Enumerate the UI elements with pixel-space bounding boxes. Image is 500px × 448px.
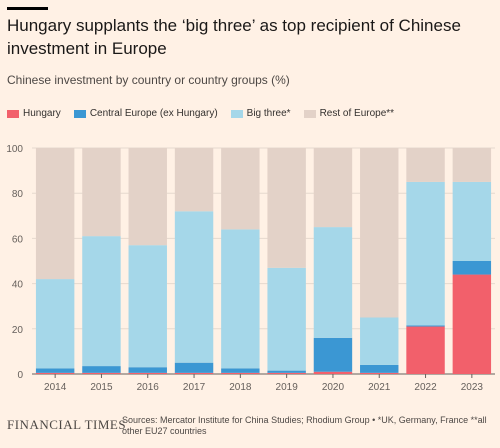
x-tick-label: 2015 [90,382,113,392]
x-tick-label: 2014 [44,382,67,392]
legend-item: Central Europe (ex Hungary) [73,108,218,119]
bar-segment [452,261,492,275]
y-tick-label: 0 [17,370,23,381]
bar-segment [406,325,445,327]
bar-segment [35,148,75,280]
y-tick-label: 40 [12,280,24,291]
brand-bar [7,7,48,10]
bar-segment [452,274,492,374]
x-tick-label: 2022 [414,382,437,392]
bar-segment [128,372,167,374]
y-tick-label: 20 [12,325,24,336]
legend-label: Central Europe (ex Hungary) [89,108,218,119]
bar-segment [82,366,121,373]
bar-segment [35,279,75,369]
legend-label: Hungary [23,108,61,119]
y-tick-label: 60 [12,234,24,245]
bar-segment [360,372,399,374]
bar-segment [452,181,492,261]
legend-item: Big three* [230,108,291,119]
ft-logo: FINANCIAL TIMES [7,417,127,432]
y-tick-label: 100 [6,144,23,155]
bar-segment [267,372,306,374]
bar-segment [128,367,167,373]
bar-segment [452,148,492,182]
legend-swatch [73,109,86,118]
stacked-bar-chart: 0 20 40 60 80 100 2014 2015 2016 2017 2018 2019 2020… [6,144,495,392]
bar-segment [174,372,214,374]
legend-item: Hungary [7,108,61,119]
bar-segment [82,236,121,367]
chart-title: Hungary supplants the ‘big three’ as top… [7,16,461,58]
legend-label: Rest of Europe** [319,108,395,119]
bar-segment [267,267,306,371]
source-note: Sources: Mercator Institute for China St… [122,415,487,436]
x-tick-label: 2020 [322,382,345,392]
bar-segment [406,148,445,182]
bar-segment [35,372,75,374]
chart-subtitle: Chinese investment by country or country… [7,73,290,87]
x-tick-label: 2021 [368,382,391,392]
bar-segment [313,337,353,372]
bar-segment [221,372,260,374]
bar-segment [82,148,121,237]
legend-swatch [303,109,316,118]
bar-segment [221,368,260,373]
bar-segment [82,372,121,374]
bar-segment [128,148,167,246]
bar-segment [174,362,214,373]
x-tick-label: 2016 [137,382,160,392]
bar-segment [221,148,260,230]
legend-swatch [7,109,19,118]
bar-segment [360,148,399,318]
bar-segment [267,148,306,268]
bar-segment [406,181,445,326]
legend: Hungary Central Europe (ex Hungary) Big th… [7,108,407,119]
bar-segment [360,364,399,373]
bar-segment [221,229,260,369]
legend-swatch [230,109,243,118]
x-tick-label: 2023 [461,382,484,392]
x-tick-label: 2017 [183,382,206,392]
legend-label: Big three* [246,108,291,119]
bar-segment [313,227,353,338]
bar-segment [128,245,167,368]
bar-segment [267,370,306,373]
x-tick-label: 2019 [276,382,299,392]
bar-segment [313,371,353,374]
x-tick-label: 2018 [229,382,252,392]
legend-item: Rest of Europe** [303,108,395,119]
y-tick-label: 80 [12,189,24,200]
bar-segment [313,148,353,228]
bar-segment [174,211,214,363]
bar-segment [35,368,75,373]
bar-segment [174,148,214,212]
bar-segment [406,326,445,374]
bar-segment [360,317,399,365]
